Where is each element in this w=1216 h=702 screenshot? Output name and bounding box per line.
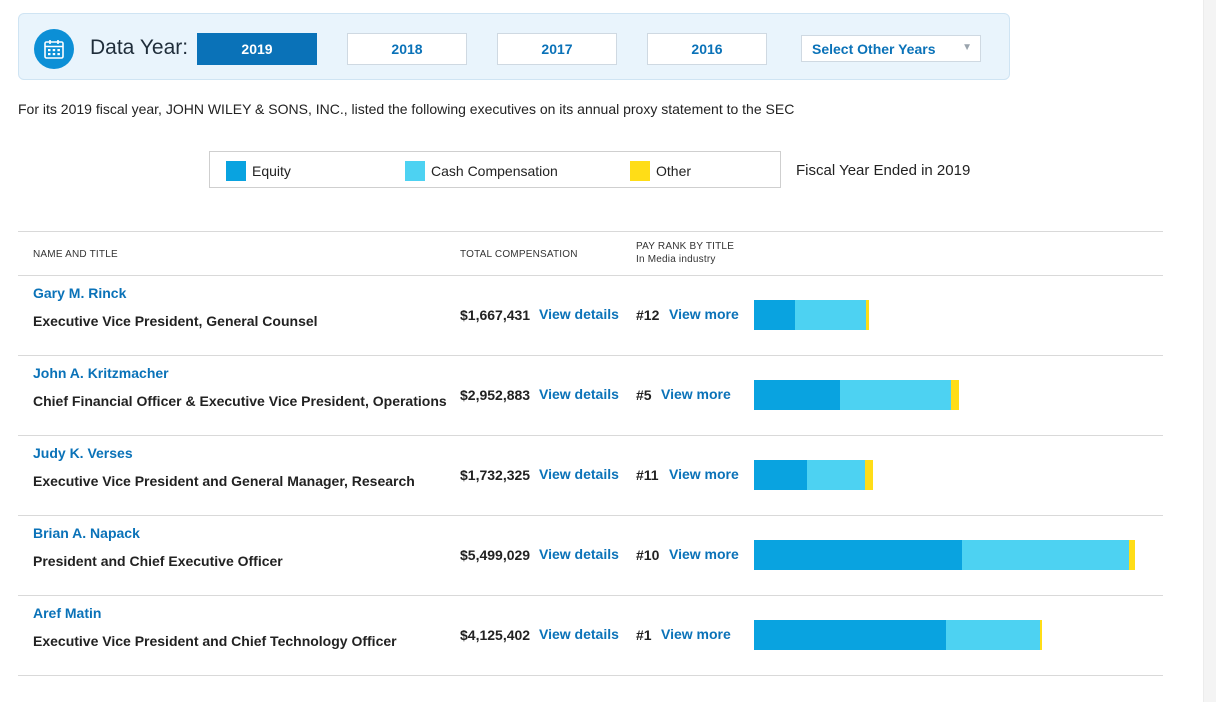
equity-segment [754,540,962,570]
view-details-link[interactable]: View details [539,386,619,402]
cash-segment [807,460,865,490]
executive-name-link[interactable]: John A. Kritzmacher [33,365,169,381]
view-more-link[interactable]: View more [661,386,731,402]
year-button-2016[interactable]: 2016 [647,33,767,65]
pay-rank: #11 [636,467,659,483]
fiscal-year-label: Fiscal Year Ended in 2019 [796,162,971,179]
cash-segment [840,380,951,410]
table-row: John A. Kritzmacher Chief Financial Offi… [18,356,1163,436]
executive-title: President and Chief Executive Officer [33,553,283,569]
col-header-rank-sub: In Media industry [636,254,716,265]
other-segment [1040,620,1042,650]
executive-title: Chief Financial Officer & Executive Vice… [33,393,447,409]
other-segment [865,460,873,490]
data-year-bar: Data Year: 2019 2018 2017 2016 Select Ot… [18,13,1010,80]
view-more-link[interactable]: View more [661,626,731,642]
chevron-down-icon: ▼ [962,42,972,53]
equity-segment [754,380,840,410]
compensation-bar [754,540,1135,570]
cash-segment [795,300,866,330]
table-row: Brian A. Napack President and Chief Exec… [18,516,1163,596]
select-other-years-dropdown[interactable]: Select Other Years ▼ [801,35,981,62]
pay-rank: #5 [636,387,652,403]
executive-name-link[interactable]: Judy K. Verses [33,445,133,461]
total-compensation: $5,499,029 [460,547,531,563]
total-compensation: $1,732,325 [460,467,531,483]
legend-swatch-other [630,161,650,181]
legend-swatch-cash [405,161,425,181]
equity-segment [754,300,795,330]
compensation-bar [754,300,869,330]
page-scrollbar[interactable] [1203,0,1216,702]
view-details-link[interactable]: View details [539,306,619,322]
legend-label-equity: Equity [252,163,291,179]
executive-name-link[interactable]: Gary M. Rinck [33,285,127,301]
total-compensation: $1,667,431 [460,307,531,323]
pay-rank: #1 [636,627,652,643]
table-row: Gary M. Rinck Executive Vice President, … [18,276,1163,356]
other-segment [866,300,869,330]
legend-item-equity: Equity [226,161,291,181]
col-header-total: TOTAL COMPENSATION [460,249,578,260]
executive-name-link[interactable]: Brian A. Napack [33,525,140,541]
chart-legend: Equity Cash Compensation Other [209,151,781,188]
legend-label-other: Other [656,163,692,179]
executive-name-link[interactable]: Aref Matin [33,605,102,621]
equity-segment [754,460,807,490]
other-segment [1129,540,1135,570]
cash-segment [962,540,1129,570]
compensation-bar [754,380,959,410]
pay-rank: #10 [636,547,660,563]
executive-title: Executive Vice President and General Man… [33,473,415,489]
equity-segment [754,620,946,650]
executives-table: NAME AND TITLE TOTAL COMPENSATION PAY RA… [18,231,1163,676]
data-year-label: Data Year: [90,36,189,59]
year-button-2017[interactable]: 2017 [497,33,617,65]
executive-title: Executive Vice President, General Counse… [33,313,318,329]
compensation-bar [754,620,1042,650]
legend-item-cash: Cash Compensation [405,161,558,181]
view-more-link[interactable]: View more [669,466,739,482]
legend-item-other: Other [630,161,691,181]
table-header: NAME AND TITLE TOTAL COMPENSATION PAY RA… [18,231,1163,276]
view-more-link[interactable]: View more [669,546,739,562]
compensation-bar [754,460,873,490]
other-segment [951,380,959,410]
select-other-years-label: Select Other Years [812,40,936,57]
col-header-rank-title: PAY RANK BY TITLE [636,241,735,252]
view-more-link[interactable]: View more [669,306,739,322]
table-row: Judy K. Verses Executive Vice President … [18,436,1163,516]
total-compensation: $2,952,883 [460,387,531,403]
view-details-link[interactable]: View details [539,466,619,482]
intro-text: For its 2019 fiscal year, JOHN WILEY & S… [18,101,795,117]
total-compensation: $4,125,402 [460,627,531,643]
legend-label-cash: Cash Compensation [431,163,558,179]
table-row: Aref Matin Executive Vice President and … [18,596,1163,676]
col-header-name: NAME AND TITLE [33,249,118,260]
legend-swatch-equity [226,161,246,181]
pay-rank: #12 [636,307,660,323]
cash-segment [946,620,1040,650]
year-button-2018[interactable]: 2018 [347,33,467,65]
view-details-link[interactable]: View details [539,546,619,562]
executive-title: Executive Vice President and Chief Techn… [33,633,397,649]
year-button-2019[interactable]: 2019 [197,33,317,65]
col-header-rank: PAY RANK BY TITLE In Media industry [636,241,734,265]
calendar-icon [34,29,74,69]
view-details-link[interactable]: View details [539,626,619,642]
